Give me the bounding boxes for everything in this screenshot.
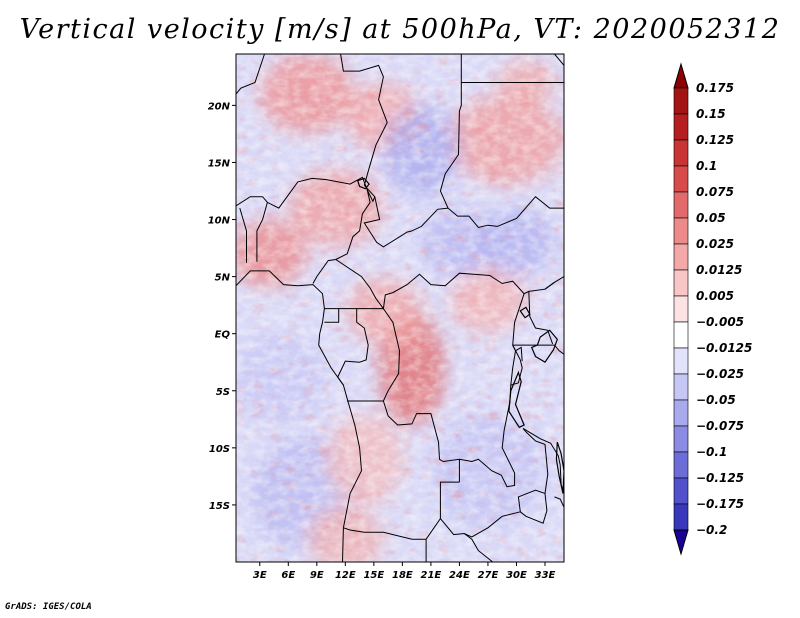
border-line xyxy=(554,54,564,66)
border-line xyxy=(544,276,564,290)
colorbar-label: −0.1 xyxy=(696,445,727,459)
colorbar-label: 0.175 xyxy=(696,81,734,95)
colorbar-bottom-arrow xyxy=(673,529,689,556)
border-line xyxy=(554,496,564,508)
colorbar-label: 0.075 xyxy=(696,185,734,199)
lake-outline xyxy=(530,329,558,364)
colorbar-segment xyxy=(673,295,689,323)
colorbar-top-arrow xyxy=(673,62,689,89)
colorbar-segment xyxy=(673,503,689,531)
lon-tick-label: 27E xyxy=(478,570,499,581)
colorbar-segment xyxy=(673,321,689,349)
colorbar-label: 0.05 xyxy=(696,211,726,225)
longitude-axis: 3E 6E 9E 12E 15E 18E 21E 24E 27E 30E 33E xyxy=(253,562,556,581)
lon-tick-label: 9E xyxy=(310,570,324,581)
border-line xyxy=(366,189,376,203)
lake-outline xyxy=(519,306,531,319)
colorbar-label: 0.1 xyxy=(696,159,717,173)
colorbar-label: 0.125 xyxy=(696,133,734,147)
colorbar-segment xyxy=(673,373,689,401)
lake-outline xyxy=(555,441,564,494)
border-line xyxy=(439,54,564,229)
border-line xyxy=(337,308,369,386)
lon-tick-label: 21E xyxy=(421,570,442,581)
colorbar-label: 0.15 xyxy=(696,107,726,121)
border-line xyxy=(236,54,265,95)
border-line xyxy=(382,400,460,483)
colorbar-segment xyxy=(673,191,689,219)
lat-tick-label: EQ xyxy=(215,330,231,341)
colorbar-label: −0.0125 xyxy=(696,341,752,355)
border-line xyxy=(515,346,523,362)
lat-tick-label: 10N xyxy=(208,216,231,227)
border-line xyxy=(262,176,371,284)
colorbar-label: −0.125 xyxy=(696,471,744,485)
lat-tick-label: 5S xyxy=(216,387,230,398)
country-borders xyxy=(236,54,564,562)
colorbar-segment xyxy=(673,165,689,193)
border-line xyxy=(324,308,340,323)
colorbar-label: 0.0125 xyxy=(696,263,742,277)
lon-tick-label: 30E xyxy=(506,570,527,581)
border-line xyxy=(256,202,268,262)
border-line xyxy=(363,184,449,248)
border-line xyxy=(236,270,363,562)
border-line xyxy=(340,54,388,186)
colorbar-label: −0.005 xyxy=(696,315,744,329)
colorbar-label: −0.05 xyxy=(696,393,736,407)
figure-title: Vertical velocity [m/s] at 500hPa, VT: 2… xyxy=(19,14,781,45)
vertical-velocity-field xyxy=(236,54,564,562)
colorbar-label: −0.2 xyxy=(696,523,727,537)
lon-tick-label: 3E xyxy=(253,570,267,581)
colorbar-segment xyxy=(673,347,689,375)
lat-tick-label: 15S xyxy=(209,501,230,512)
colorbar-segment xyxy=(673,269,689,297)
lat-tick-label: 10S xyxy=(209,444,230,455)
lon-tick-label: 18E xyxy=(392,570,413,581)
lake-outline xyxy=(356,177,370,190)
latitude-axis: 20N 15N 10N 5N EQ 5S 10S 15S xyxy=(208,101,236,512)
grads-credit: GrADS: IGES/COLA xyxy=(5,602,92,612)
colorbar-segment xyxy=(673,217,689,245)
lon-tick-label: 33E xyxy=(535,570,556,581)
colorbar-segment xyxy=(673,113,689,141)
lon-tick-label: 6E xyxy=(281,570,295,581)
lat-tick-label: 15N xyxy=(208,158,231,169)
colorbar-segment xyxy=(673,477,689,505)
lon-tick-label: 24E xyxy=(449,570,470,581)
colorbar-segment xyxy=(673,139,689,167)
border-line xyxy=(512,344,564,355)
border-line xyxy=(528,291,554,345)
border-line xyxy=(510,344,523,386)
border-line xyxy=(335,259,555,310)
colorbar-segment xyxy=(673,399,689,427)
border-line xyxy=(347,308,401,402)
border-line xyxy=(239,207,247,263)
colorbar-label: −0.025 xyxy=(696,367,744,381)
colorbar-label: −0.175 xyxy=(696,497,744,511)
border-line xyxy=(463,533,494,562)
lat-tick-label: 20N xyxy=(208,101,231,112)
colorbar-segment xyxy=(673,425,689,453)
map-frame xyxy=(235,53,565,563)
lat-tick-label: 5N xyxy=(215,273,231,284)
lon-tick-label: 12E xyxy=(335,570,356,581)
colorbar-label: 0.005 xyxy=(696,289,734,303)
lon-tick-label: 15E xyxy=(363,570,384,581)
border-line xyxy=(519,493,548,524)
lake-outline xyxy=(508,370,525,429)
border-line xyxy=(236,196,263,207)
colorbar-label: −0.075 xyxy=(696,419,744,433)
colorbar-segment xyxy=(673,243,689,271)
colorbar: 0.175 0.15 0.125 0.1 0.075 0.05 0.025 0.0125 0.0… xyxy=(673,62,752,556)
colorbar-segment xyxy=(673,87,689,115)
colorbar-segment xyxy=(673,451,689,479)
colorbar-label: 0.025 xyxy=(696,237,734,251)
